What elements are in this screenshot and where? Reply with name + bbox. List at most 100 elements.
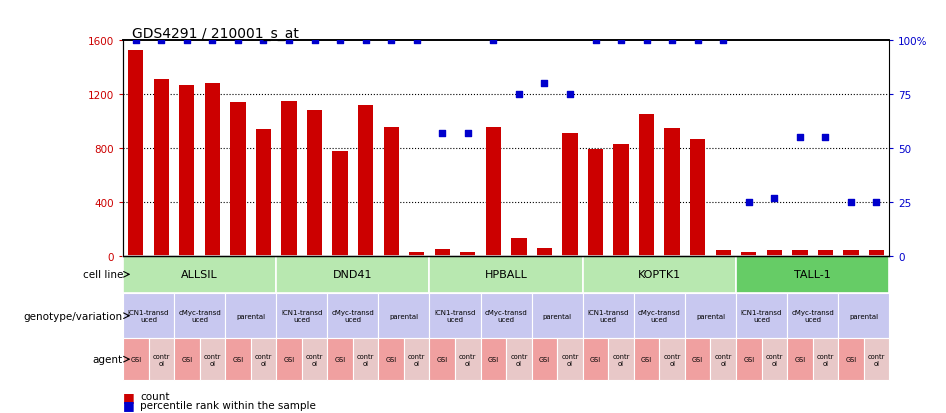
Point [485,38,500,45]
Text: GSI: GSI [641,356,652,362]
Text: contr
ol: contr ol [714,353,732,366]
Text: KOPTK1: KOPTK1 [638,270,681,280]
Bar [787,339,813,380]
Bar [225,339,251,380]
Text: contr
ol: contr ol [663,353,681,366]
Text: ICN1-transd
uced: ICN1-transd uced [434,309,476,323]
Bar [736,256,889,293]
Bar [378,339,404,380]
Bar [766,251,782,256]
Bar [200,339,225,380]
Text: ICN1-transd
uced: ICN1-transd uced [281,309,323,323]
Bar [583,339,608,380]
Bar [787,293,838,339]
Bar [481,339,506,380]
Text: contr
ol: contr ol [152,353,170,366]
Bar [813,339,838,380]
Point [868,199,884,206]
Bar [204,84,220,256]
Text: ICN1-transd
uced: ICN1-transd uced [587,309,629,323]
Bar [664,128,680,256]
Text: GSI: GSI [335,356,345,362]
Bar [409,252,425,256]
Point [409,38,424,45]
Point [817,135,832,141]
Text: cMyc-transd
uced: cMyc-transd uced [178,309,221,323]
Bar [153,80,169,256]
Bar [353,339,378,380]
Text: genotype/variation: genotype/variation [24,311,123,321]
Bar [557,339,583,380]
Bar [838,339,864,380]
Bar [741,252,757,256]
Bar [383,127,399,256]
Bar [506,339,532,380]
Bar [174,293,225,339]
Bar [838,293,889,339]
Bar [276,256,429,293]
Bar [276,293,327,339]
Bar [690,139,706,256]
Text: ■: ■ [123,390,134,403]
Text: contr
ol: contr ol [867,353,885,366]
Bar [332,151,348,256]
Bar [511,239,527,256]
Bar [685,339,710,380]
Point [511,92,526,98]
Bar [532,339,557,380]
Point [664,38,679,45]
Text: DND41: DND41 [333,270,373,280]
Bar [736,293,787,339]
Bar [485,127,501,256]
Text: parental: parental [696,313,725,319]
Bar [583,293,634,339]
Text: contr
ol: contr ol [254,353,272,366]
Text: GSI: GSI [233,356,243,362]
Text: TALL-1: TALL-1 [795,270,831,280]
Bar [762,339,787,380]
Point [639,38,654,45]
Point [230,38,245,45]
Text: contr
ol: contr ol [408,353,426,366]
Text: GSI: GSI [744,356,754,362]
Bar [429,339,455,380]
Bar [281,102,297,256]
Bar [460,252,476,256]
Bar [358,106,374,256]
Point [715,38,730,45]
Text: GSI: GSI [131,356,141,362]
Bar [608,339,634,380]
Point [613,38,628,45]
Text: GSI: GSI [182,356,192,362]
Point [204,38,219,45]
Text: contr
ol: contr ol [203,353,221,366]
Text: ICN1-transd
uced: ICN1-transd uced [741,309,782,323]
Bar [532,293,583,339]
Text: cMyc-transd
uced: cMyc-transd uced [484,309,528,323]
Bar [536,248,552,256]
Bar [327,293,378,339]
Point [690,38,705,45]
Point [843,199,858,206]
Bar [149,339,174,380]
Text: parental: parental [390,313,418,319]
Point [383,38,398,45]
Point [255,38,271,45]
Text: contr
ol: contr ol [561,353,579,366]
Bar [123,339,149,380]
Point [460,131,475,137]
Point [128,38,144,45]
Point [587,38,603,45]
Bar [179,85,195,256]
Bar [817,251,833,256]
Point [536,81,552,88]
Bar [455,339,481,380]
Bar [128,51,144,256]
Text: GSI: GSI [488,356,499,362]
Bar [634,293,685,339]
Bar [429,293,481,339]
Text: contr
ol: contr ol [459,353,477,366]
Point [766,195,781,202]
Bar [685,293,736,339]
Text: contr
ol: contr ol [816,353,834,366]
